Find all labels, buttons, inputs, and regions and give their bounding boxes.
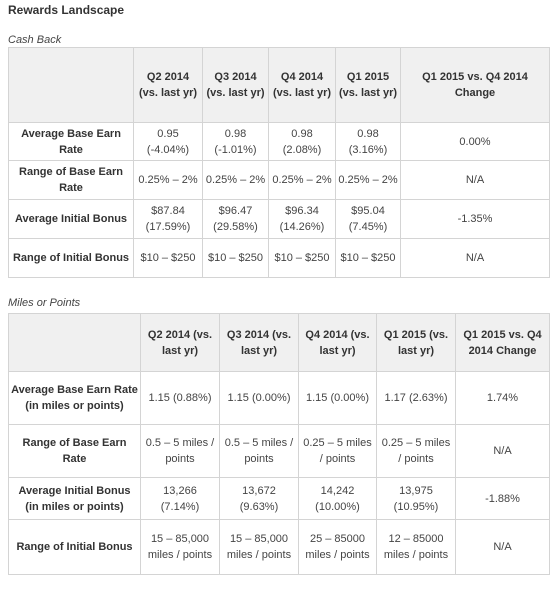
miles-points-caption: Miles or Points [8,297,81,309]
table-cell: $87.84 (17.59%) [133,199,203,239]
table-cell: $10 – $250 [133,238,203,278]
table-cell: 25 – 85000 miles / points [298,519,377,575]
row-label: Range of Initial Bonus [8,519,141,575]
table-row: Range of Base Earn Rate 0.5 – 5 miles / … [8,424,550,478]
table-cell: $96.34 (14.26%) [268,199,336,239]
table-cell: 13,672 (9.63%) [219,477,299,520]
table-cell: 0.98 (-1.01%) [202,122,269,161]
header-corner [8,313,141,372]
table-cell: 0.25 – 5 miles / points [298,424,377,478]
table-cell: 1.15 (0.88%) [140,371,220,425]
cash-back-caption: Cash Back [8,34,62,46]
header-q3-2014: Q3 2014 (vs. last yr) [219,313,299,372]
table-cell: 1.15 (0.00%) [298,371,377,425]
row-label: Average Base Earn Rate [8,122,134,161]
table-header-row: Q2 2014 (vs. last yr) Q3 2014 (vs. last … [8,47,550,123]
table-cell: $10 – $250 [268,238,336,278]
miles-points-table: Q2 2014 (vs. last yr) Q3 2014 (vs. last … [8,313,550,575]
row-label: Range of Base Earn Rate [8,424,141,478]
table-cell: 0.25% – 2% [202,160,269,200]
table-cell: 1.74% [455,371,550,425]
header-corner [8,47,134,123]
page-title: Rewards Landscape [8,3,125,17]
header-q4-2014: Q4 2014 (vs. last yr) [298,313,377,372]
table-cell: 15 – 85,000 miles / points [140,519,220,575]
table-cell: 0.95 (-4.04%) [133,122,203,161]
row-label: Average Initial Bonus [8,199,134,239]
table-cell: 0.25% – 2% [133,160,203,200]
table-cell: N/A [400,238,550,278]
table-cell: 1.17 (2.63%) [376,371,456,425]
table-cell: 0.98 (3.16%) [335,122,401,161]
table-row: Average Initial Bonus $87.84 (17.59%) $9… [8,199,550,239]
header-q2-2014: Q2 2014 (vs. last yr) [133,47,203,123]
header-change: Q1 2015 vs. Q4 2014 Change [455,313,550,372]
table-cell: N/A [400,160,550,200]
table-cell: $10 – $250 [335,238,401,278]
row-label: Range of Base Earn Rate [8,160,134,200]
table-cell: 0.00% [400,122,550,161]
header-q1-2015: Q1 2015 (vs. last yr) [376,313,456,372]
table-cell: 0.25% – 2% [268,160,336,200]
table-cell: 12 – 85000 miles / points [376,519,456,575]
table-row: Average Base Earn Rate 0.95 (-4.04%) 0.9… [8,122,550,161]
table-cell: 0.25 – 5 miles / points [376,424,456,478]
header-q2-2014: Q2 2014 (vs. last yr) [140,313,220,372]
header-q1-2015: Q1 2015 (vs. last yr) [335,47,401,123]
table-row: Range of Base Earn Rate 0.25% – 2% 0.25%… [8,160,550,200]
table-row: Range of Initial Bonus 15 – 85,000 miles… [8,519,550,575]
table-cell: N/A [455,424,550,478]
table-cell: 0.5 – 5 miles / points [140,424,220,478]
header-q3-2014: Q3 2014 (vs. last yr) [202,47,269,123]
cash-back-table: Q2 2014 (vs. last yr) Q3 2014 (vs. last … [8,47,550,278]
header-change: Q1 2015 vs. Q4 2014 Change [400,47,550,123]
table-cell: 1.15 (0.00%) [219,371,299,425]
table-cell: -1.35% [400,199,550,239]
table-cell: 14,242 (10.00%) [298,477,377,520]
table-cell: 13,266 (7.14%) [140,477,220,520]
table-cell: $95.04 (7.45%) [335,199,401,239]
row-label: Range of Initial Bonus [8,238,134,278]
table-row: Average Initial Bonus (in miles or point… [8,477,550,520]
table-cell: 0.5 – 5 miles / points [219,424,299,478]
row-label: Average Initial Bonus (in miles or point… [8,477,141,520]
row-label: Average Base Earn Rate (in miles or poin… [8,371,141,425]
table-header-row: Q2 2014 (vs. last yr) Q3 2014 (vs. last … [8,313,550,372]
table-cell: $10 – $250 [202,238,269,278]
table-row: Average Base Earn Rate (in miles or poin… [8,371,550,425]
table-cell: 13,975 (10.95%) [376,477,456,520]
table-row: Range of Initial Bonus $10 – $250 $10 – … [8,238,550,278]
table-cell: N/A [455,519,550,575]
table-cell: 15 – 85,000 miles / points [219,519,299,575]
table-cell: 0.98 (2.08%) [268,122,336,161]
table-cell: -1.88% [455,477,550,520]
table-cell: 0.25% – 2% [335,160,401,200]
header-q4-2014: Q4 2014 (vs. last yr) [268,47,336,123]
table-cell: $96.47 (29.58%) [202,199,269,239]
